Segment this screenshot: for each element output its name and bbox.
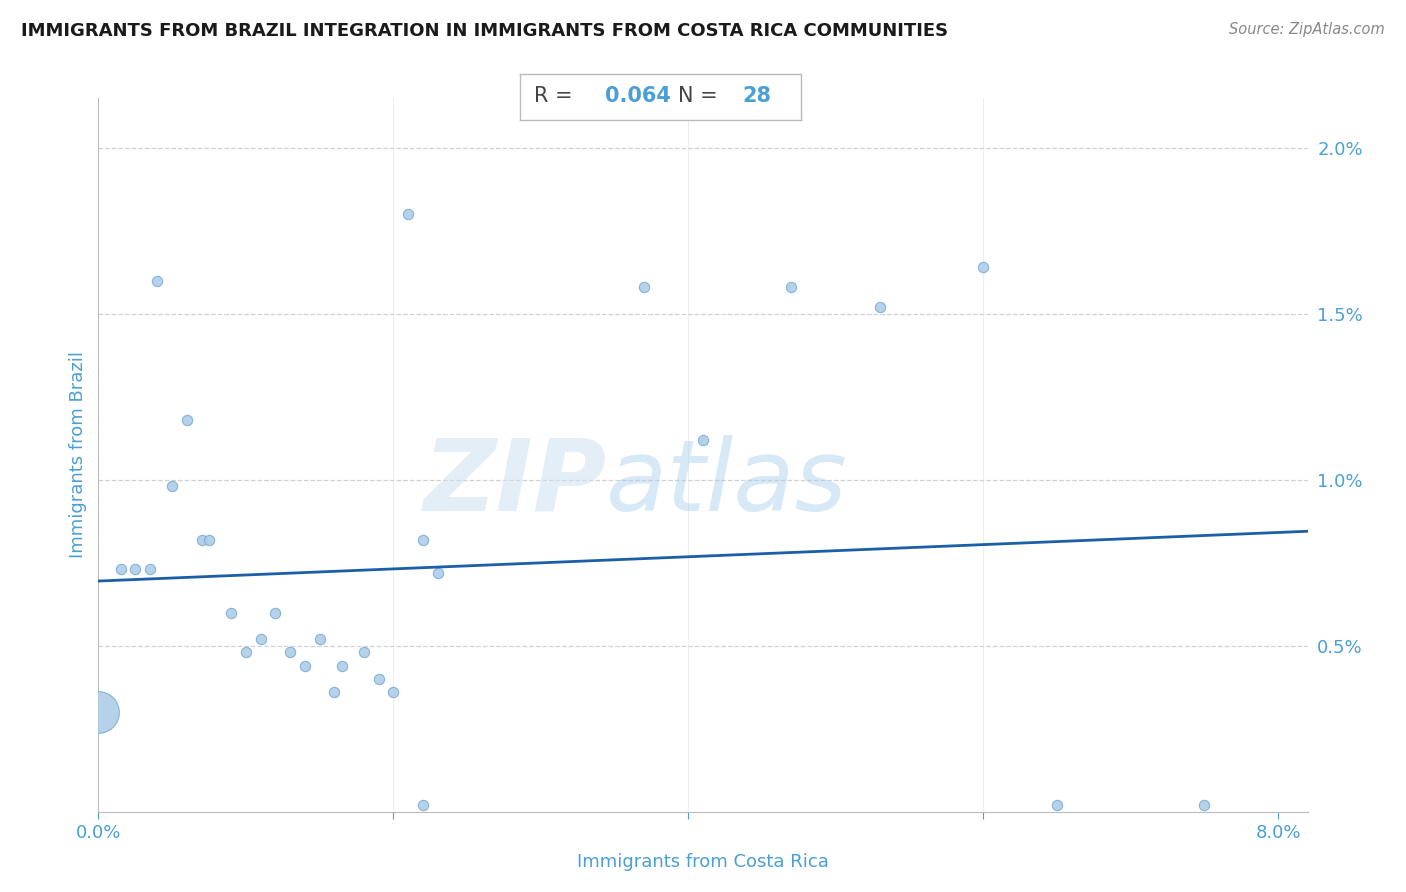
Point	[869, 300, 891, 314]
Point	[308, 632, 330, 647]
Point	[330, 658, 353, 673]
Point	[110, 562, 132, 576]
Point	[198, 533, 221, 547]
Point	[264, 606, 287, 620]
Point	[367, 672, 389, 686]
Point	[972, 260, 994, 275]
Point	[219, 606, 242, 620]
Text: 28: 28	[742, 87, 772, 106]
Point	[412, 798, 434, 813]
Point	[382, 685, 405, 699]
Text: atlas: atlas	[606, 435, 848, 532]
Point	[190, 533, 212, 547]
Point	[780, 280, 803, 294]
Text: N =: N =	[678, 87, 724, 106]
Text: ZIP: ZIP	[423, 435, 606, 532]
Point	[323, 685, 346, 699]
Point	[1046, 798, 1069, 813]
Point	[176, 413, 198, 427]
Point	[235, 645, 257, 659]
Point	[124, 562, 146, 576]
Point	[692, 433, 714, 447]
Point	[633, 280, 655, 294]
Text: IMMIGRANTS FROM BRAZIL INTEGRATION IN IMMIGRANTS FROM COSTA RICA COMMUNITIES: IMMIGRANTS FROM BRAZIL INTEGRATION IN IM…	[21, 22, 948, 40]
Point	[412, 533, 434, 547]
Point	[1194, 798, 1216, 813]
Text: 0.064: 0.064	[605, 87, 671, 106]
Point	[160, 479, 183, 493]
Point	[278, 645, 301, 659]
Point	[353, 645, 375, 659]
Text: R =: R =	[534, 87, 579, 106]
Point	[294, 658, 316, 673]
Text: Source: ZipAtlas.com: Source: ZipAtlas.com	[1229, 22, 1385, 37]
Point	[426, 566, 449, 580]
X-axis label: Immigrants from Costa Rica: Immigrants from Costa Rica	[576, 853, 830, 871]
Point	[146, 274, 169, 288]
Y-axis label: Immigrants from Brazil: Immigrants from Brazil	[69, 351, 87, 558]
Point	[249, 632, 271, 647]
Point	[87, 705, 110, 719]
Point	[396, 207, 419, 221]
Point	[139, 562, 162, 576]
